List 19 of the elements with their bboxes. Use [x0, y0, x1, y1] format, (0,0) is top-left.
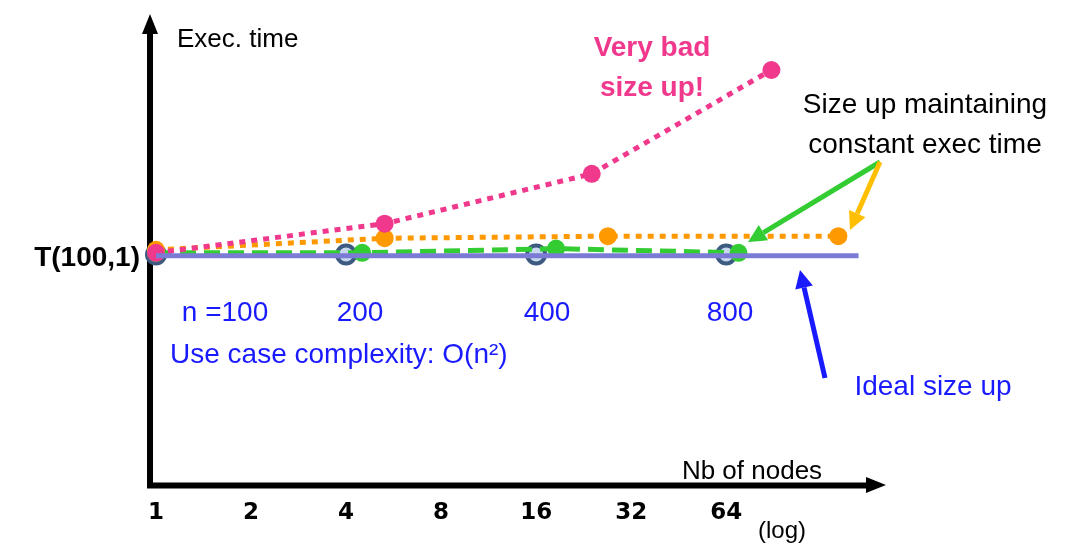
- annotation: Very bad size up!: [593, 30, 711, 102]
- x-tick-label: 16: [520, 498, 553, 525]
- annotation: Ideal size up: [854, 369, 1012, 401]
- x-axis-title: Nb of nodes: [681, 455, 823, 486]
- text: T(100,1): [34, 240, 140, 272]
- x-tick-label: 4: [338, 498, 355, 525]
- x-tick-label: 64: [710, 498, 743, 525]
- annotation: Use case complexity: O(n²): [170, 337, 508, 369]
- annotation: 800: [706, 295, 754, 327]
- y-axis-title: Exec. time: [177, 23, 299, 54]
- annotation: 200: [336, 295, 384, 327]
- x-tick-label: 1: [147, 498, 165, 525]
- text: (log): [758, 515, 807, 543]
- x-tick-label: 8: [433, 498, 450, 525]
- annotation: 400: [523, 295, 571, 327]
- x-tick-label: 2: [243, 498, 260, 525]
- annotation: Size up maintaining constant exec time: [802, 87, 1048, 159]
- x-tick-label: 32: [615, 498, 648, 525]
- annotation: n =100: [181, 295, 269, 327]
